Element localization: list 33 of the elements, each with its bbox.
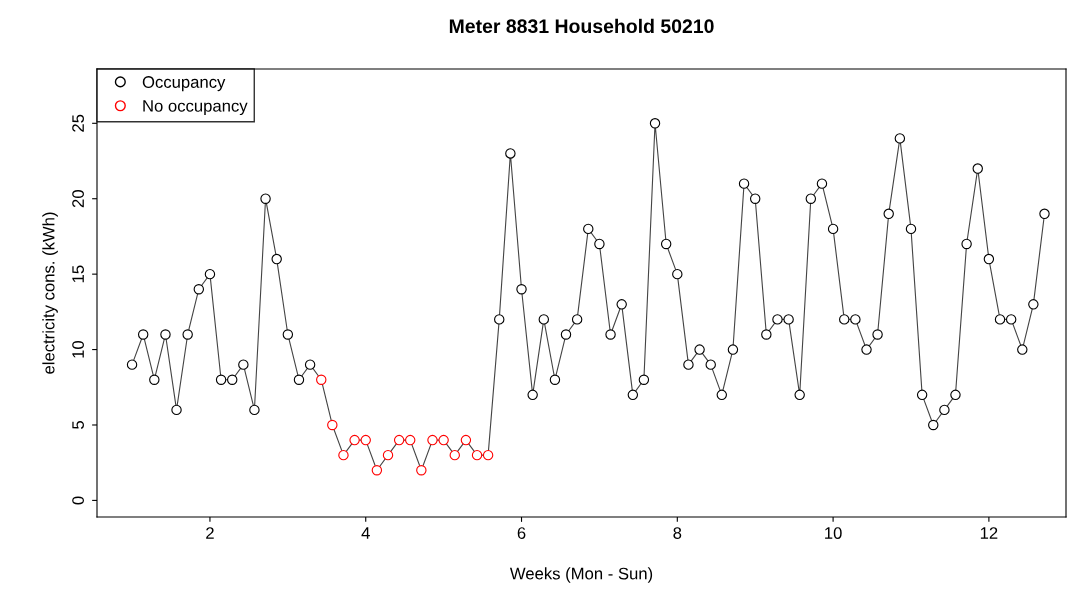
x-tick-label: 4 [361, 527, 370, 539]
point [316, 374, 327, 385]
chart-title: Meter 8831 Household 50210 [449, 18, 714, 34]
point [338, 449, 349, 461]
point [482, 449, 494, 461]
x-tick-label: 10 [825, 527, 842, 539]
legend-label: No occupancy [143, 100, 248, 116]
x-tick-label: 6 [517, 527, 526, 539]
point [404, 434, 416, 446]
x-tick-label: 12 [980, 527, 998, 539]
point [438, 434, 449, 446]
legend-label: Occupancy [142, 76, 226, 92]
y-tick-label: 25 [72, 114, 84, 132]
point [327, 419, 338, 431]
point [382, 449, 394, 461]
x-axis-title: Weeks (Mon - Sun) [509, 567, 653, 583]
point [393, 434, 405, 446]
point [427, 434, 438, 446]
point [371, 465, 383, 476]
y-axis-title: electricity cons. (kWh) [42, 212, 58, 374]
y-tick-label: 15 [72, 265, 84, 283]
point [460, 434, 472, 446]
y-tick-label: 0 [72, 496, 84, 505]
x-tick-label: 8 [673, 527, 682, 539]
y-tick-label: 20 [72, 190, 84, 208]
point [349, 434, 360, 446]
x-tick-label: 2 [206, 527, 214, 539]
point [471, 449, 483, 461]
point [360, 434, 371, 446]
y-tick-label: 5 [72, 421, 84, 429]
point [449, 449, 460, 461]
y-tick-label: 10 [72, 340, 84, 358]
point [416, 465, 427, 476]
